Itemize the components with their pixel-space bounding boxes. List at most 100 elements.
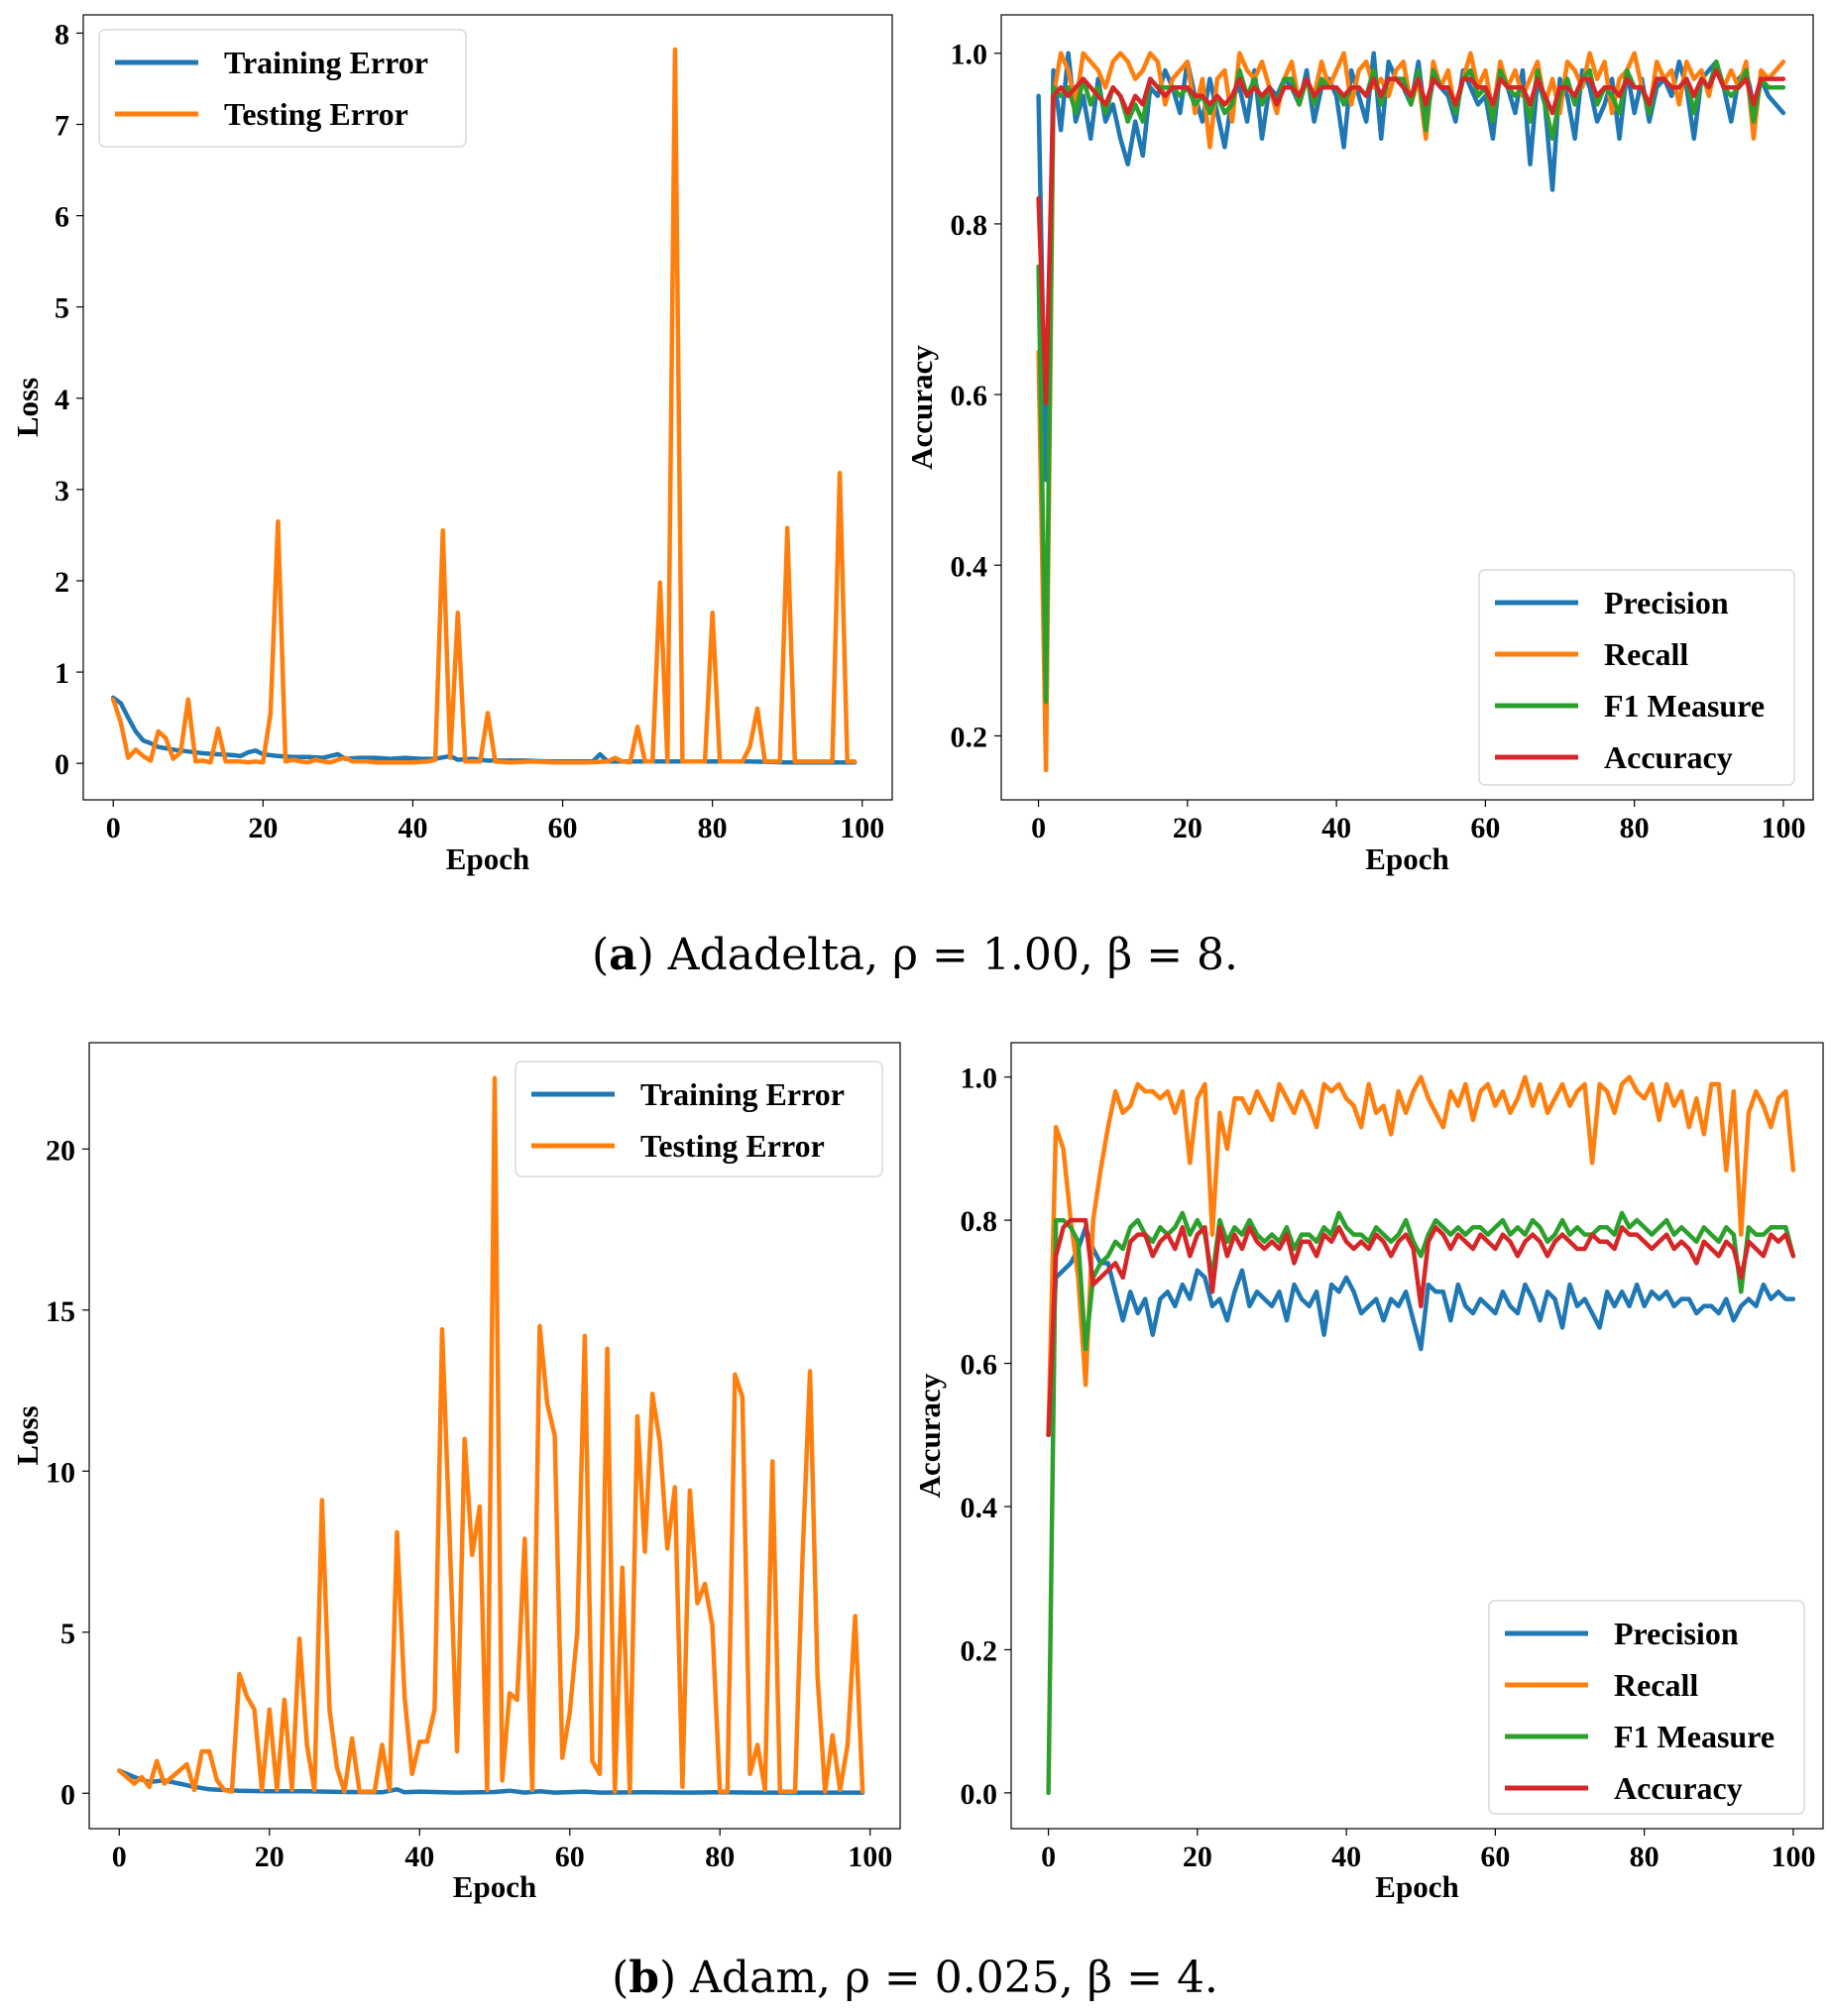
y-tick-label: 0.2 bbox=[961, 1634, 998, 1667]
x-tick-label: 60 bbox=[555, 1841, 585, 1873]
chart-b-loss: 0 20 40 60 80 100 0 5 10 15 20 Epoch Loss Training Er… bbox=[10, 1042, 901, 1904]
legend-label-testing-error: Testing Error bbox=[224, 96, 408, 132]
x-tick-label: 100 bbox=[1771, 1841, 1815, 1873]
x-tick-label: 40 bbox=[1321, 812, 1351, 844]
x-axis-label: Epoch bbox=[446, 841, 529, 876]
x-tick-label: 60 bbox=[1470, 812, 1500, 844]
axes-frame bbox=[1000, 14, 1814, 801]
y-tick-label: 0.8 bbox=[961, 1205, 998, 1238]
y-tick-label: 0.0 bbox=[961, 1778, 998, 1811]
y-tick-label: 5 bbox=[55, 292, 69, 325]
y-axis-label: Loss bbox=[10, 1405, 45, 1465]
y-tick-label: 7 bbox=[55, 110, 69, 143]
x-tick-label: 40 bbox=[1331, 1841, 1361, 1873]
x-tick-label: 80 bbox=[705, 1841, 735, 1873]
x-tick-label: 100 bbox=[840, 812, 884, 844]
x-axis-label: Epoch bbox=[1375, 1869, 1458, 1904]
y-tick-label: 6 bbox=[55, 201, 69, 234]
x-tick-label: 100 bbox=[1761, 812, 1805, 844]
legend-label-training-error: Training Error bbox=[640, 1076, 845, 1112]
y-axis-label: Accuracy bbox=[912, 1373, 947, 1498]
series-accuracy bbox=[1046, 1217, 1796, 1438]
legend-label-accuracy: Accuracy bbox=[1604, 739, 1733, 775]
chart-b-accuracy: 0 20 40 60 80 100 0.0 0.2 0.4 0.6 0.8 1.0 Epoch Accur… bbox=[912, 1042, 1824, 1904]
y-tick-label: 1.0 bbox=[961, 1063, 998, 1095]
axes-frame bbox=[88, 1042, 901, 1830]
y-tick-label: 5 bbox=[60, 1618, 75, 1650]
x-tick-label: 40 bbox=[404, 1841, 434, 1873]
y-tick-label: 0.6 bbox=[951, 380, 988, 412]
x-tick-label: 20 bbox=[255, 1841, 285, 1873]
axes-frame bbox=[1010, 1042, 1824, 1830]
x-axis-label: Epoch bbox=[1365, 841, 1448, 876]
plot-area bbox=[1036, 51, 1786, 773]
x-tick-label: 80 bbox=[1630, 1841, 1659, 1873]
x-tick-label: 20 bbox=[1183, 1841, 1212, 1873]
legend-label-training-error: Training Error bbox=[224, 45, 428, 80]
x-tick-label: 0 bbox=[1031, 812, 1046, 844]
chart-a-accuracy: 0 20 40 60 80 100 0.2 0.4 0.6 0.8 1.0 Epoch Accuracy… bbox=[904, 14, 1814, 876]
y-axis-label: Accuracy bbox=[904, 345, 939, 470]
series-accuracy bbox=[1036, 67, 1786, 405]
y-tick-label: 2 bbox=[55, 566, 69, 599]
legend-label-f1-measure: F1 Measure bbox=[1614, 1719, 1774, 1754]
legend-label-testing-error: Testing Error bbox=[640, 1128, 825, 1164]
y-axis-label: Loss bbox=[10, 378, 45, 437]
caption-b: (b) Adam, ρ = 0.025, β = 4. bbox=[612, 1953, 1218, 2003]
caption-a: (a) Adadelta, ρ = 1.00, β = 8. bbox=[592, 930, 1238, 980]
x-tick-label: 0 bbox=[106, 812, 121, 844]
legend: Training Error Testing Error bbox=[515, 1061, 883, 1177]
legend: Precision Recall F1 Measure Accuracy bbox=[1488, 1600, 1805, 1815]
y-tick-label: 0 bbox=[60, 1778, 75, 1811]
y-tick-label: 10 bbox=[46, 1456, 75, 1489]
x-tick-label: 0 bbox=[112, 1841, 127, 1873]
legend-box bbox=[1488, 1600, 1805, 1815]
y-tick-label: 0 bbox=[55, 748, 69, 781]
legend-label-precision: Precision bbox=[1604, 585, 1729, 620]
legend-box bbox=[1478, 569, 1795, 786]
legend-label-accuracy: Accuracy bbox=[1614, 1770, 1743, 1806]
x-axis-label: Epoch bbox=[453, 1869, 536, 1904]
y-tick-label: 3 bbox=[55, 475, 69, 507]
legend-box bbox=[98, 29, 467, 148]
y-tick-label: 1 bbox=[55, 657, 69, 690]
x-tick-label: 80 bbox=[1620, 812, 1650, 844]
y-tick-label: 0.4 bbox=[951, 550, 988, 583]
legend: Training Error Testing Error bbox=[98, 29, 467, 148]
x-tick-label: 100 bbox=[848, 1841, 892, 1873]
series-testing-error bbox=[110, 47, 858, 765]
axes-frame bbox=[82, 14, 893, 801]
y-tick-label: 0.6 bbox=[961, 1349, 998, 1382]
x-tick-label: 20 bbox=[1173, 812, 1202, 844]
plot-area bbox=[110, 47, 858, 765]
y-tick-label: 4 bbox=[55, 384, 69, 416]
caption-b-letter: b bbox=[629, 1953, 659, 2003]
series-testing-error bbox=[117, 1075, 865, 1794]
legend-label-precision: Precision bbox=[1614, 1616, 1739, 1651]
y-tick-label: 15 bbox=[46, 1295, 75, 1328]
series-recall bbox=[1046, 1074, 1796, 1438]
y-tick-label: 20 bbox=[46, 1134, 75, 1167]
y-tick-label: 0.8 bbox=[951, 209, 988, 242]
legend-label-recall: Recall bbox=[1614, 1667, 1698, 1703]
series-precision bbox=[1036, 51, 1786, 483]
caption-a-text: ) Adadelta, ρ = 1.00, β = 8. bbox=[637, 930, 1238, 980]
x-tick-label: 40 bbox=[398, 812, 427, 844]
caption-b-open: ( bbox=[612, 1953, 629, 2003]
legend-label-f1-measure: F1 Measure bbox=[1604, 688, 1765, 724]
series-precision bbox=[1046, 1225, 1796, 1438]
caption-b-text: ) Adam, ρ = 0.025, β = 4. bbox=[659, 1953, 1218, 2003]
x-tick-label: 20 bbox=[248, 812, 278, 844]
y-tick-label: 1.0 bbox=[951, 39, 988, 71]
caption-a-open: ( bbox=[592, 930, 609, 980]
y-tick-label: 0.2 bbox=[951, 721, 988, 753]
y-tick-label: 0.4 bbox=[961, 1492, 998, 1524]
plot-area bbox=[117, 1075, 865, 1795]
chart-a-loss: 0 20 40 60 80 100 0 1 2 3 4 5 6 7 8 Epoch Loss Training E… bbox=[10, 14, 893, 876]
x-tick-label: 0 bbox=[1041, 1841, 1056, 1873]
x-tick-label: 60 bbox=[548, 812, 578, 844]
y-tick-label: 8 bbox=[55, 18, 69, 51]
legend-label-recall: Recall bbox=[1604, 636, 1688, 672]
x-tick-label: 60 bbox=[1480, 1841, 1510, 1873]
